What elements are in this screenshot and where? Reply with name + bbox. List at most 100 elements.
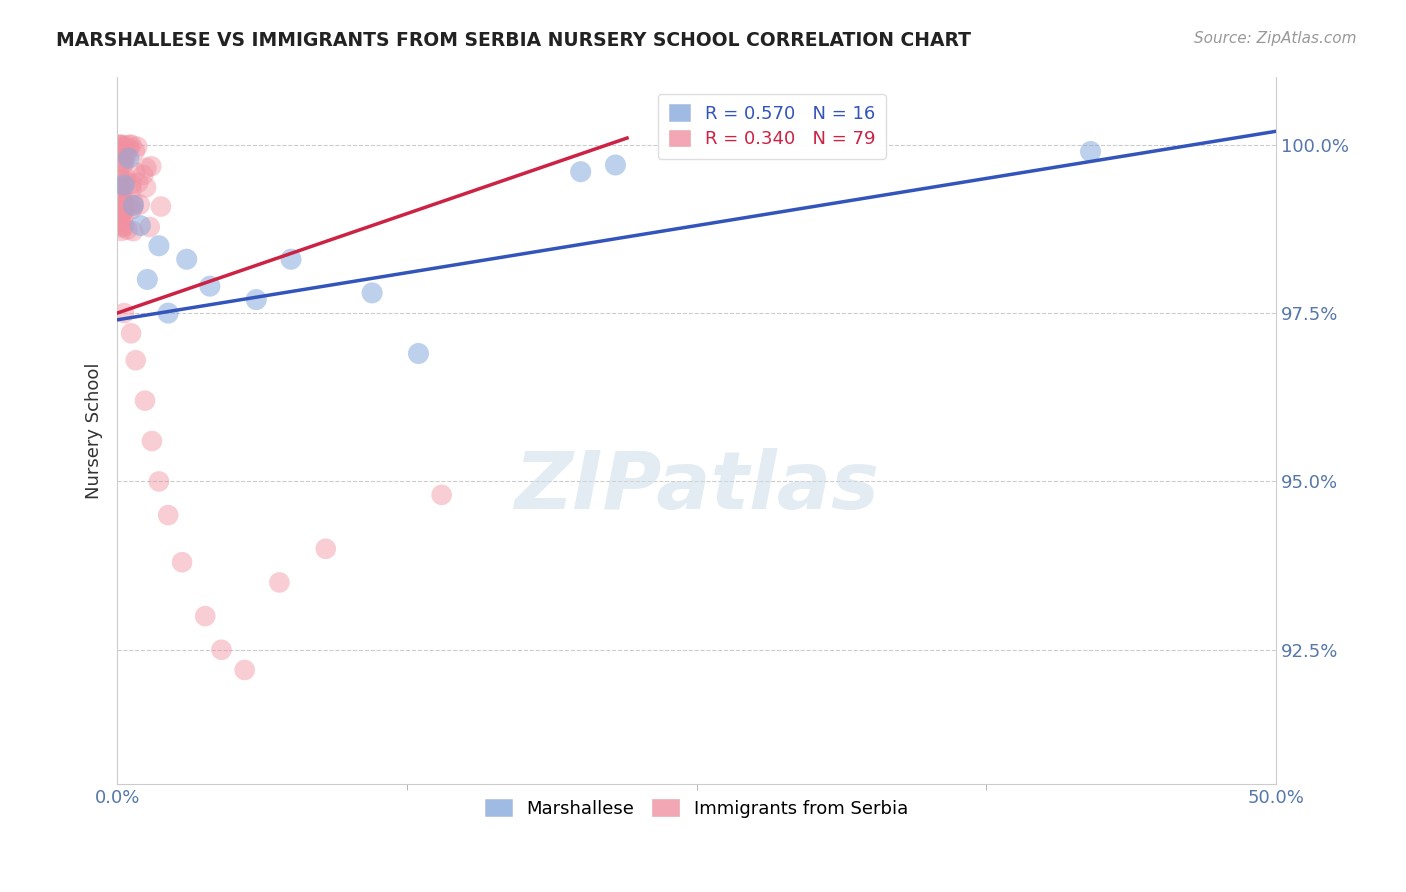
Point	[148, 239, 170, 253]
Point	[108, 137, 131, 152]
Point	[110, 220, 132, 235]
Point	[110, 137, 132, 152]
Text: Source: ZipAtlas.com: Source: ZipAtlas.com	[1194, 31, 1357, 46]
Point	[108, 183, 131, 197]
Point	[129, 219, 152, 233]
Point	[408, 346, 430, 360]
Point	[124, 144, 146, 158]
Point	[108, 169, 131, 183]
Point	[132, 168, 155, 182]
Point	[108, 216, 131, 230]
Point	[112, 219, 135, 234]
Point	[211, 642, 233, 657]
Y-axis label: Nursery School: Nursery School	[86, 363, 103, 500]
Point	[108, 172, 131, 186]
Point	[108, 180, 131, 194]
Point	[122, 199, 145, 213]
Point	[112, 156, 135, 170]
Point	[108, 187, 131, 202]
Point	[122, 224, 145, 238]
Point	[121, 177, 143, 191]
Text: MARSHALLESE VS IMMIGRANTS FROM SERBIA NURSERY SCHOOL CORRELATION CHART: MARSHALLESE VS IMMIGRANTS FROM SERBIA NU…	[56, 31, 972, 50]
Point	[108, 185, 131, 199]
Point	[112, 141, 135, 155]
Point	[115, 171, 138, 186]
Point	[114, 138, 136, 153]
Point	[121, 183, 143, 197]
Point	[269, 575, 291, 590]
Point	[127, 139, 149, 153]
Point	[111, 206, 134, 220]
Point	[120, 137, 142, 152]
Point	[112, 198, 135, 212]
Point	[122, 198, 145, 212]
Point	[135, 180, 157, 194]
Point	[111, 186, 134, 200]
Point	[233, 663, 256, 677]
Point	[135, 161, 157, 175]
Point	[112, 178, 135, 193]
Point	[121, 202, 143, 216]
Point	[112, 204, 135, 219]
Point	[110, 224, 132, 238]
Point	[120, 326, 142, 341]
Point	[122, 195, 145, 210]
Point	[118, 141, 141, 155]
Text: ZIPatlas: ZIPatlas	[515, 449, 879, 526]
Point	[115, 174, 138, 188]
Point	[108, 144, 131, 158]
Point	[115, 148, 138, 162]
Point	[112, 306, 135, 320]
Point	[280, 252, 302, 267]
Point	[108, 201, 131, 215]
Point	[111, 205, 134, 219]
Point	[112, 155, 135, 169]
Point	[569, 164, 592, 178]
Point	[112, 151, 135, 165]
Point	[117, 222, 139, 236]
Point	[134, 393, 156, 408]
Point	[110, 215, 132, 229]
Point	[108, 218, 131, 232]
Point	[108, 188, 131, 202]
Point	[172, 555, 194, 569]
Point	[124, 165, 146, 179]
Point	[118, 137, 141, 152]
Point	[110, 172, 132, 186]
Point	[149, 200, 172, 214]
Point	[315, 541, 337, 556]
Point	[127, 176, 149, 190]
Point	[111, 203, 134, 218]
Point	[605, 158, 627, 172]
Point	[430, 488, 453, 502]
Point	[108, 191, 131, 205]
Point	[139, 219, 162, 234]
Point	[125, 353, 148, 368]
Point	[111, 153, 134, 167]
Point	[141, 434, 163, 448]
Point	[118, 151, 141, 165]
Point	[245, 293, 267, 307]
Point	[157, 306, 180, 320]
Point	[194, 609, 217, 624]
Point	[110, 144, 132, 158]
Point	[141, 159, 163, 173]
Point	[361, 285, 384, 300]
Point	[108, 147, 131, 161]
Point	[198, 279, 221, 293]
Point	[117, 199, 139, 213]
Point	[157, 508, 180, 522]
Point	[110, 138, 132, 153]
Point	[110, 186, 132, 200]
Point	[1080, 145, 1102, 159]
Point	[110, 201, 132, 215]
Point	[108, 195, 131, 210]
Point	[176, 252, 198, 267]
Point	[128, 197, 150, 211]
Point	[110, 140, 132, 154]
Point	[148, 475, 170, 489]
Point	[111, 194, 134, 208]
Legend: Marshallese, Immigrants from Serbia: Marshallese, Immigrants from Serbia	[478, 792, 915, 825]
Point	[136, 272, 159, 286]
Point	[112, 210, 135, 224]
